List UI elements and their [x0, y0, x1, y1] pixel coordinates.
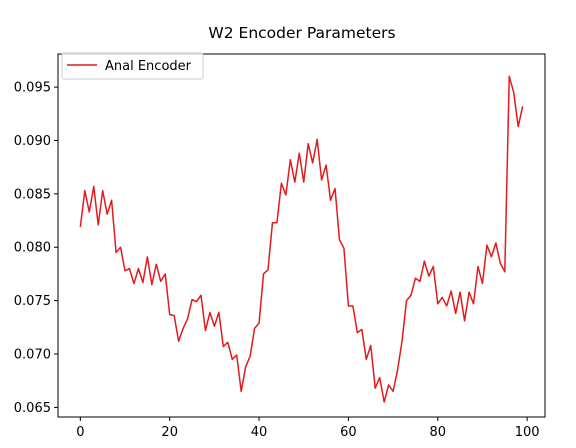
x-tick-label: 60 [340, 425, 357, 440]
y-tick-label: 0.070 [14, 348, 51, 363]
x-tick-label: 0 [76, 425, 84, 440]
x-tick-label: 20 [161, 425, 178, 440]
x-tick-label: 100 [515, 425, 540, 440]
y-tick-label: 0.080 [14, 241, 51, 256]
series-line-anal-encoder [79, 75, 524, 403]
x-axis: 0 20 40 60 80 100 [76, 417, 540, 440]
y-tick-label: 0.085 [14, 187, 51, 202]
series-layer [79, 75, 524, 403]
y-tick-label: 0.065 [14, 401, 51, 416]
y-tick-label: 0.090 [14, 134, 51, 149]
y-axis: 0.065 0.070 0.075 0.080 0.085 0.090 0.095 [14, 81, 58, 416]
chart-title: W2 Encoder Parameters [208, 24, 395, 42]
y-tick-label: 0.075 [14, 294, 51, 309]
legend: Anal Encoder [61, 52, 204, 80]
x-tick-label: 80 [429, 425, 446, 440]
x-tick-label: 40 [251, 425, 268, 440]
plot-area-frame [57, 53, 546, 418]
y-tick-label: 0.095 [14, 81, 51, 96]
legend-box [61, 52, 204, 80]
legend-label: Anal Encoder [105, 59, 192, 74]
